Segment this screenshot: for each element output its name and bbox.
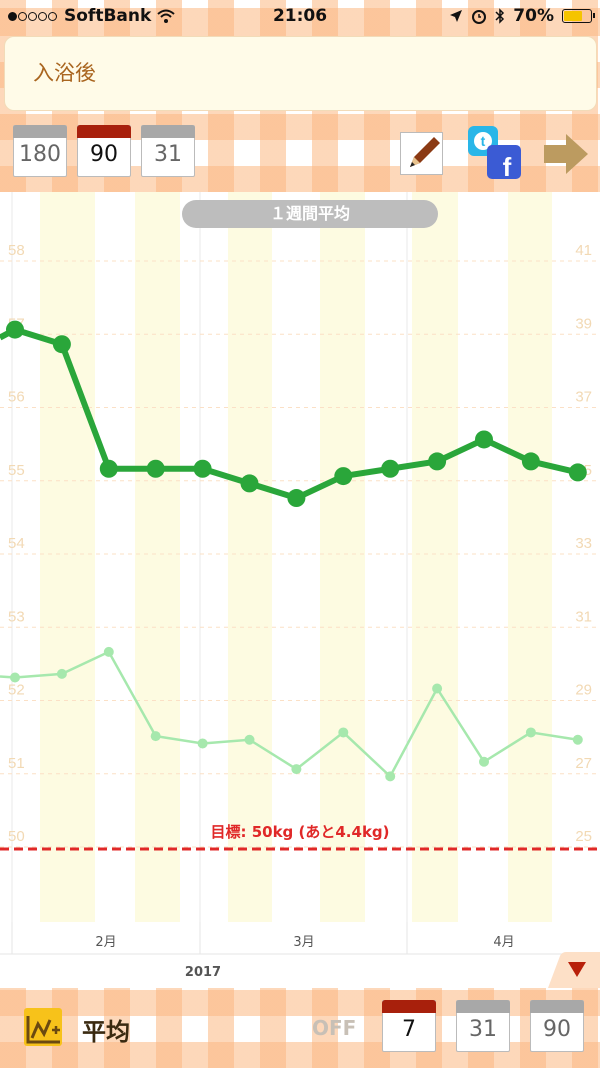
weight-point [99,459,118,478]
left-axis-tick: 55 [8,462,25,479]
body-fat-point [385,771,396,782]
svg-text:t: t [481,133,486,149]
alarm-icon [472,10,487,24]
left-axis-tick: 53 [8,608,25,625]
period-31-button[interactable]: 31 [141,125,195,177]
dropdown-tab[interactable] [548,952,600,988]
pencil-icon [410,137,440,167]
avg-period-90-button[interactable]: 90 [530,1000,584,1052]
average-chart-icon [24,1008,62,1046]
facebook-icon: f [503,152,512,182]
right-axis-tick: 25 [575,828,592,845]
period-180-button[interactable]: 180 [13,125,67,177]
weight-point [193,459,212,478]
carrier-name: SoftBank [64,6,152,26]
average-mode-button[interactable]: 平均 [22,1006,182,1050]
body-fat-point [338,727,349,738]
off-toggle[interactable]: OFF [312,1016,357,1040]
period-31-label: 31 [154,142,182,167]
weight-point [428,452,447,471]
month-label-feb: 2月 [95,935,116,950]
status-bar: SoftBank 21:06 70% [0,0,600,34]
memo-text: 入浴後 [33,61,96,85]
weight-point [287,489,306,508]
right-axis-tick: 31 [575,608,592,625]
period-180-label: 180 [19,142,61,167]
avg-period-7-button[interactable]: 7 [382,1000,436,1052]
left-axis-tick: 50 [8,828,25,845]
right-axis-tick: 29 [575,682,592,699]
body-fat-point [572,734,583,745]
body-fat-point [150,731,161,742]
status-right: 70% [449,6,595,26]
weight-point [240,474,259,493]
month-label-mar: 3月 [293,935,314,950]
weight-point [6,320,24,339]
period-90-label: 90 [90,142,118,167]
left-axis-tick: 56 [8,389,25,406]
left-axis-tick: 58 [8,242,25,259]
year-label: 2017 [185,965,221,980]
dropdown-arrow-icon [548,952,600,988]
weight-point [146,459,165,478]
weight-point [521,452,540,471]
weekly-average-pill[interactable]: １週間平均 [182,200,438,228]
right-axis-tick: 27 [575,755,592,772]
body-fat-point [197,738,208,749]
right-axis-tick: 37 [575,389,592,406]
weight-chart[interactable]: 584157395637553554335331522951275025目標: … [0,192,600,922]
carrier-signal: SoftBank [8,6,175,26]
left-axis-tick: 52 [8,682,25,699]
pencil-button[interactable] [400,132,443,175]
weight-point [568,463,587,482]
body-fat-point [244,734,255,745]
avg-period-31-button[interactable]: 31 [456,1000,510,1052]
right-axis-tick: 33 [575,535,592,552]
timeline-axis: 2月 3月 4月 2017 [0,922,600,980]
avg-period-31-label: 31 [469,1017,497,1042]
left-axis-tick: 51 [8,755,25,772]
body-fat-point [291,764,302,775]
weight-point [52,335,71,354]
status-time: 21:06 [272,6,328,26]
average-mode-label: 平均 [82,1018,130,1046]
left-axis-tick: 54 [8,535,25,552]
timeline-bar[interactable]: 2月 3月 4月 2017 [0,922,600,988]
battery-percent: 70% [513,6,554,26]
signal-icon [8,6,58,26]
body-fat-point [432,683,443,694]
body-fat-point [103,646,114,657]
period-90-button[interactable]: 90 [77,125,131,177]
goal-label: 目標: 50kg (あと4.4kg) [210,823,389,841]
month-label-apr: 4月 [493,935,514,950]
wifi-icon [157,9,175,23]
svg-text:f: f [503,152,512,179]
body-fat-point [10,672,20,683]
weight-point [381,459,400,478]
location-arrow-icon [450,10,463,22]
right-axis-tick: 39 [575,315,592,332]
body-fat-point [56,668,67,679]
weight-point [334,467,353,486]
body-fat-point [525,727,536,738]
avg-period-90-label: 90 [543,1017,571,1042]
weight-point [475,430,493,449]
battery-icon [562,9,595,23]
next-button[interactable] [540,130,592,178]
bluetooth-icon [495,8,505,24]
right-axis-tick: 41 [575,242,592,259]
facebook-button[interactable]: f [487,145,521,182]
bottom-bar: 平均 OFF 7 31 90 [0,988,600,1068]
memo-field[interactable]: 入浴後 [4,36,597,111]
next-arrow-icon [544,134,588,174]
body-fat-point [479,756,489,767]
body-fat-line [0,650,578,779]
chart-area[interactable]: 584157395637553554335331522951275025目標: … [0,192,600,922]
avg-period-7-label: 7 [402,1017,416,1042]
